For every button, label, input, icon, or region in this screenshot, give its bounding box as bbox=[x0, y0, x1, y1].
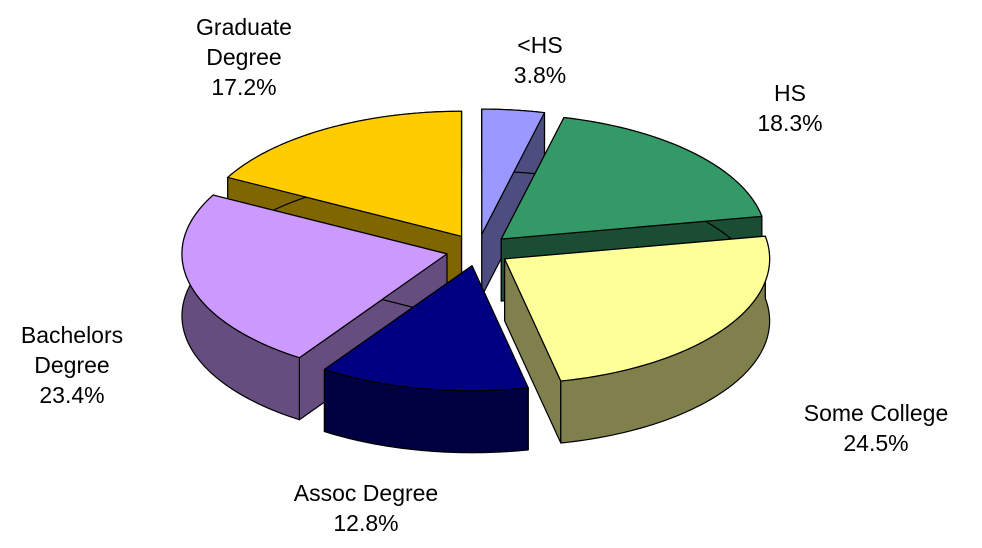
category-name: <HS bbox=[517, 32, 563, 58]
value-label: 23.4% bbox=[39, 382, 105, 408]
value-label: 24.5% bbox=[843, 430, 909, 456]
slice-label: <HS 3.8% bbox=[480, 30, 600, 90]
slice bbox=[500, 116, 763, 240]
value-label: 18.3% bbox=[757, 110, 823, 136]
slice bbox=[323, 265, 529, 392]
slice bbox=[504, 235, 771, 382]
category-name: Some College bbox=[803, 400, 949, 426]
slice bbox=[181, 194, 448, 359]
value-label: 3.8% bbox=[513, 62, 567, 88]
category-name: Assoc Degree bbox=[293, 480, 439, 506]
slice-label: Bachelors Degree 23.4% bbox=[7, 320, 137, 410]
slice-label: Graduate Degree 17.2% bbox=[179, 12, 309, 102]
value-label: 12.8% bbox=[333, 510, 399, 536]
category-name: Graduate Degree bbox=[196, 14, 292, 70]
value-label: 17.2% bbox=[211, 74, 277, 100]
slice-label: HS 18.3% bbox=[690, 78, 890, 138]
category-name: HS bbox=[774, 80, 806, 106]
slice-label: Assoc Degree 12.8% bbox=[236, 478, 496, 538]
slice bbox=[481, 108, 546, 235]
slice-label: Some College 24.5% bbox=[746, 398, 982, 458]
slice bbox=[227, 110, 463, 237]
category-name: Bachelors Degree bbox=[20, 322, 124, 378]
